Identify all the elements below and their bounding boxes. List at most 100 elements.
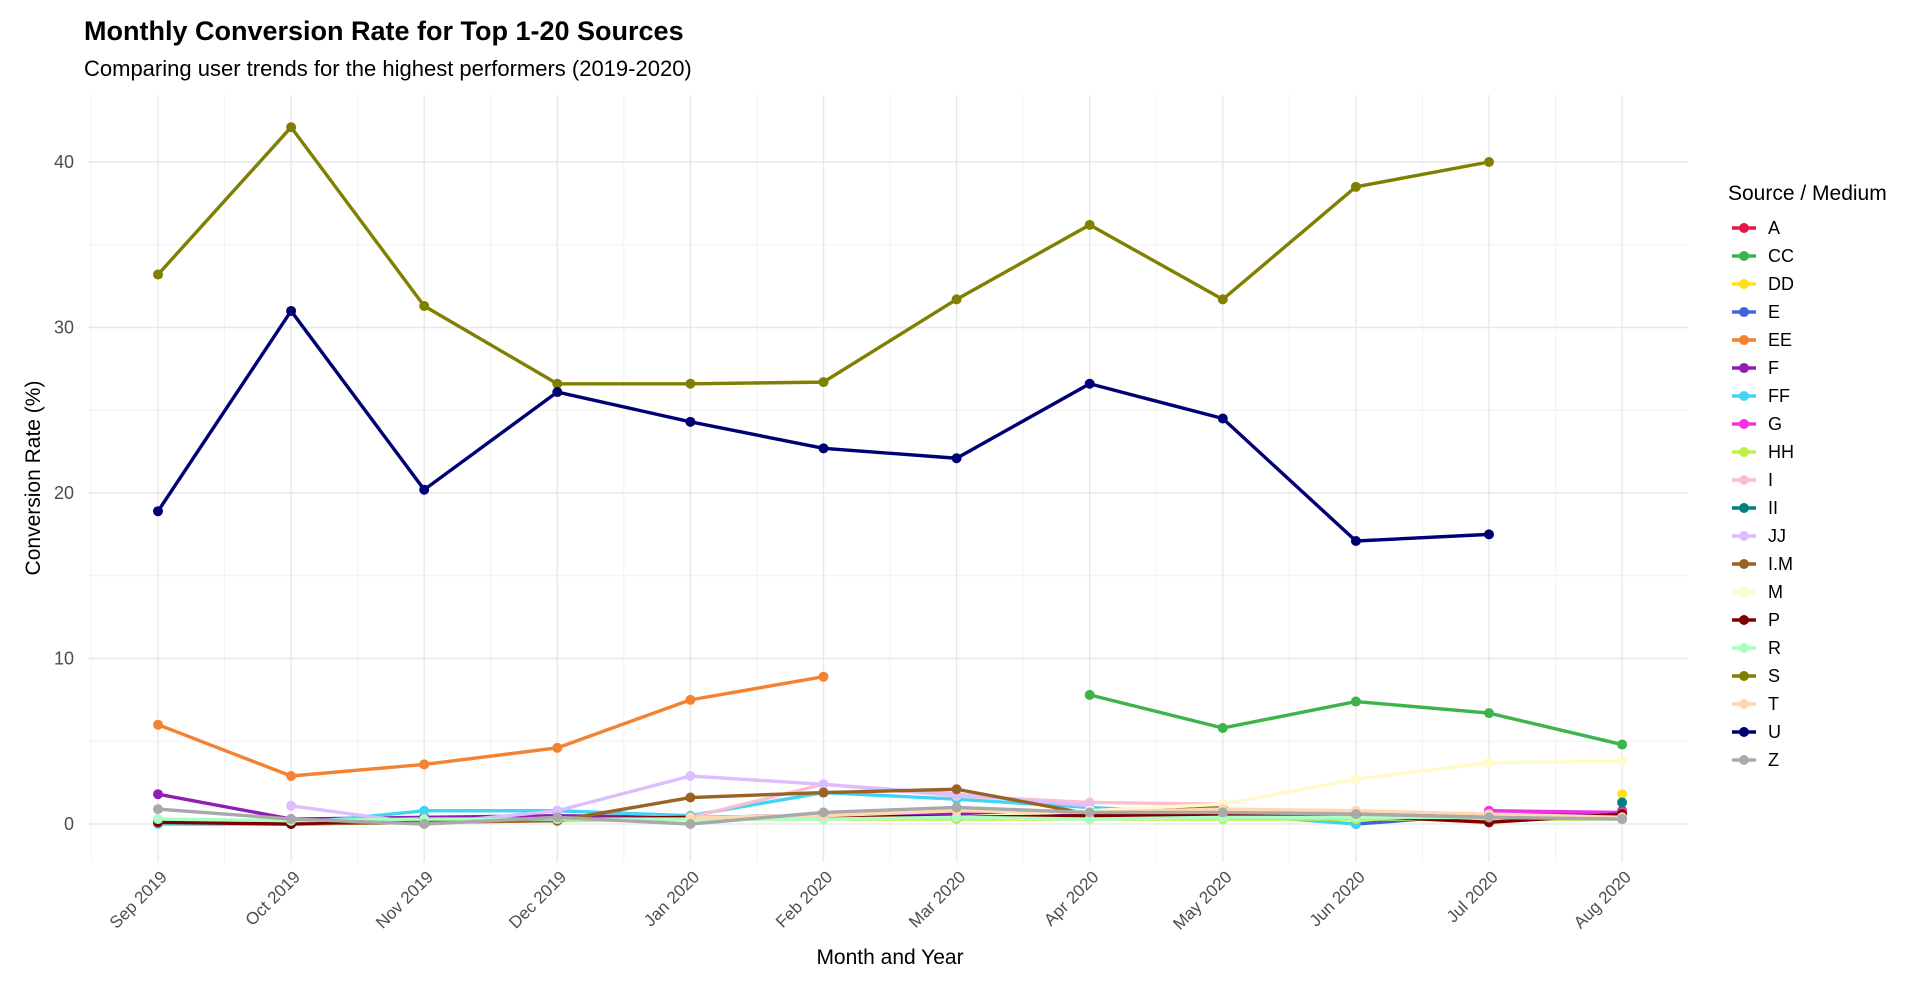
- legend-item-a: A: [1732, 218, 1780, 238]
- legend-key-point: [1739, 503, 1749, 513]
- chart-title: Monthly Conversion Rate for Top 1-20 Sou…: [84, 16, 684, 46]
- legend-item-cc: CC: [1732, 246, 1794, 266]
- legend-title: Source / Medium: [1728, 182, 1887, 205]
- data-point-dd: [1617, 789, 1628, 800]
- data-point-u: [1350, 535, 1361, 546]
- data-point-z: [552, 812, 563, 823]
- legend-key-point: [1739, 475, 1749, 485]
- series-line-ee: [156, 675, 826, 778]
- data-point-s: [1084, 219, 1095, 230]
- legend-label: CC: [1768, 246, 1794, 266]
- legend-item-u: U: [1732, 722, 1781, 742]
- legend-item-dd: DD: [1732, 274, 1794, 294]
- x-tick-label: Sep 2019: [106, 867, 171, 932]
- legend-key-point: [1739, 419, 1749, 429]
- data-point-ee: [818, 671, 829, 682]
- data-point-u: [286, 305, 297, 316]
- legend-label: G: [1768, 414, 1782, 434]
- data-point-s: [286, 122, 297, 133]
- data-point-s: [685, 378, 696, 389]
- legend-label: P: [1768, 610, 1780, 630]
- data-point-z: [951, 802, 962, 813]
- data-point-jj: [818, 779, 829, 790]
- data-point-s: [1484, 157, 1494, 167]
- legend-label: I.M: [1768, 554, 1793, 574]
- y-axis-title: Conversion Rate (%): [22, 381, 45, 576]
- data-point-u: [153, 506, 163, 517]
- x-tick-label: Aug 2020: [1570, 867, 1635, 932]
- data-point-ee: [685, 694, 696, 705]
- x-tick-label: Dec 2019: [505, 867, 570, 932]
- legend-label: JJ: [1768, 526, 1786, 546]
- legend-item-r: R: [1732, 638, 1781, 658]
- data-point-z: [1350, 809, 1361, 820]
- legend: Source / Medium ACCDDEEEFFFGHHIIIJJI.MMP…: [1728, 182, 1887, 770]
- data-point-ee: [419, 759, 430, 770]
- x-tick-label: Oct 2019: [242, 867, 304, 929]
- data-point-s: [1217, 294, 1228, 305]
- legend-key-point: [1739, 755, 1749, 765]
- data-point-jj: [286, 800, 297, 811]
- y-tick-label: 40: [54, 152, 74, 172]
- legend-key-point: [1739, 587, 1749, 597]
- y-tick-label: 10: [54, 649, 74, 669]
- series-line-z: [156, 805, 1624, 826]
- data-point-u: [1217, 413, 1228, 424]
- data-point-z: [1617, 814, 1628, 825]
- series-line-g: [1487, 809, 1624, 815]
- data-point-r: [153, 814, 163, 825]
- data-point-s: [153, 269, 163, 280]
- legend-item-jj: JJ: [1732, 526, 1786, 546]
- legend-key-point: [1739, 671, 1749, 681]
- legend-key-point: [1739, 615, 1749, 625]
- legend-label: Z: [1768, 750, 1779, 770]
- legend-label: E: [1768, 302, 1780, 322]
- x-tick-label: May 2020: [1169, 867, 1235, 933]
- legend-key-point: [1739, 391, 1749, 401]
- legend-item-f: F: [1732, 358, 1779, 378]
- legend-item-i-m: I.M: [1732, 554, 1793, 574]
- legend-label: FF: [1768, 386, 1790, 406]
- x-tick-label: Jun 2020: [1306, 867, 1369, 930]
- y-tick-label: 0: [64, 814, 74, 834]
- data-point-z: [818, 807, 829, 818]
- data-point-z: [419, 819, 430, 829]
- legend-item-s: S: [1732, 666, 1780, 686]
- data-point-cc: [1084, 689, 1095, 700]
- legend-item-m: M: [1732, 582, 1783, 602]
- data-point-s: [951, 294, 962, 305]
- data-point-z: [1484, 812, 1494, 823]
- legend-key-point: [1739, 307, 1749, 317]
- legend-label: II: [1768, 498, 1778, 518]
- x-tick-label: Feb 2020: [772, 867, 836, 931]
- chart-subtitle: Comparing user trends for the highest pe…: [84, 56, 692, 81]
- data-point-i-m: [685, 792, 696, 803]
- series-points: [153, 122, 1628, 829]
- grid-lines: [88, 95, 1688, 862]
- data-point-u: [818, 443, 829, 454]
- data-point-cc: [1484, 708, 1494, 719]
- legend-label: HH: [1768, 442, 1794, 462]
- data-point-ii: [1617, 797, 1628, 808]
- series-line-r: [156, 815, 1624, 823]
- data-point-ee: [552, 742, 563, 753]
- legend-key-point: [1739, 223, 1749, 233]
- data-point-u: [419, 484, 430, 495]
- data-point-z: [1084, 807, 1095, 818]
- legend-key-point: [1739, 447, 1749, 457]
- data-point-f: [153, 789, 163, 800]
- data-point-z: [286, 814, 297, 825]
- data-point-m: [1484, 757, 1494, 768]
- data-point-s: [419, 300, 430, 311]
- y-axis-ticks: 0 10 20 30 40: [54, 152, 74, 834]
- x-tick-label: Jan 2020: [640, 867, 703, 930]
- data-point-m: [1617, 756, 1628, 767]
- legend-label: R: [1768, 638, 1781, 658]
- x-tick-label: Mar 2020: [905, 867, 969, 931]
- legend-key-point: [1739, 727, 1749, 737]
- legend-label: DD: [1768, 274, 1794, 294]
- x-axis-ticks: Sep 2019 Oct 2019 Nov 2019 Dec 2019 Jan 2020…: [106, 867, 1635, 933]
- legend-item-g: G: [1732, 414, 1782, 434]
- legend-key-point: [1739, 643, 1749, 653]
